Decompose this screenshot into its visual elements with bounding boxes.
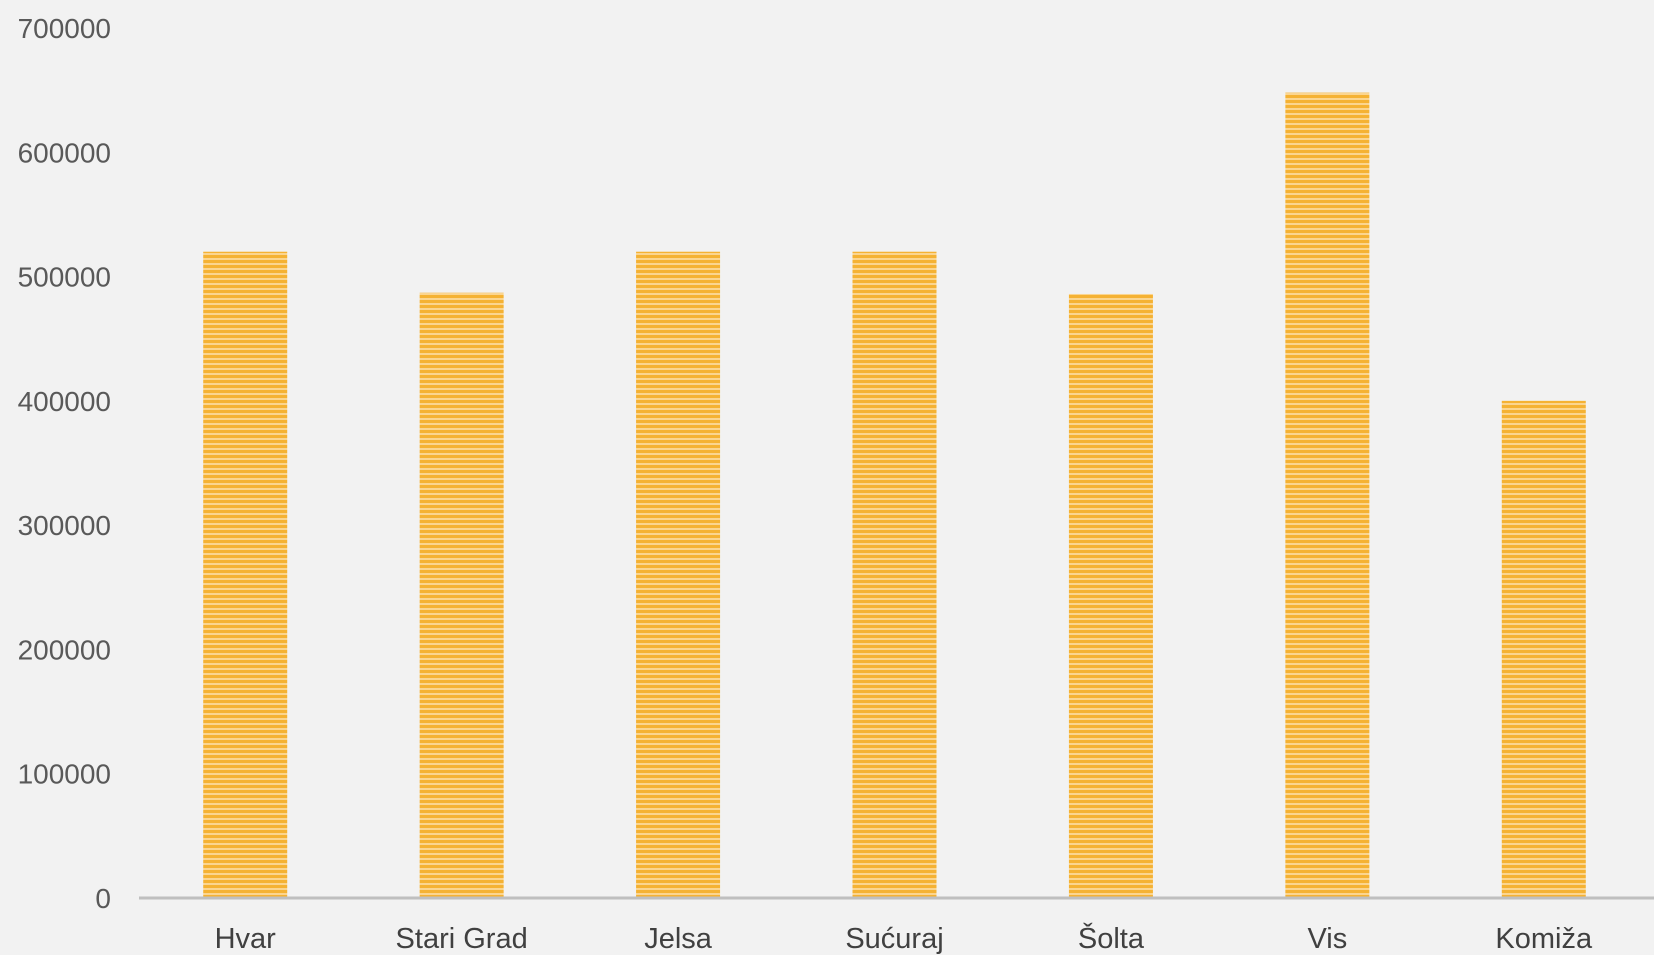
x-category-label: Komiža bbox=[1495, 923, 1593, 955]
y-tick-label: 600000 bbox=[18, 137, 111, 168]
y-tick-label: 0 bbox=[95, 883, 111, 914]
x-category-label: Sućuraj bbox=[845, 923, 943, 955]
x-category-label: Vis bbox=[1307, 923, 1347, 955]
y-tick-label: 300000 bbox=[18, 510, 111, 541]
bar-2 bbox=[636, 251, 721, 898]
bar-1 bbox=[419, 292, 504, 898]
x-category-label: Jelsa bbox=[644, 923, 713, 955]
x-category-label: Stari Grad bbox=[396, 923, 528, 955]
bars bbox=[203, 92, 1586, 899]
x-category-label: Hvar bbox=[215, 923, 277, 955]
bar-0 bbox=[203, 251, 288, 898]
bar-4 bbox=[1068, 293, 1153, 898]
x-category-label: Šolta bbox=[1078, 921, 1145, 955]
x-axis-categories: Hvar Stari Grad Jelsa Sućuraj Šolta Vis Komiža bbox=[215, 921, 1593, 955]
bar-6 bbox=[1501, 400, 1586, 898]
y-tick-label: 200000 bbox=[18, 634, 111, 665]
y-tick-label: 400000 bbox=[18, 386, 111, 417]
y-tick-label: 100000 bbox=[18, 759, 111, 790]
bar-3 bbox=[852, 251, 937, 898]
y-tick-label: 500000 bbox=[18, 262, 111, 293]
bar-5 bbox=[1285, 92, 1370, 899]
y-axis-ticks: 0 100000 200000 300000 400000 500000 600000 700… bbox=[18, 13, 111, 914]
y-tick-label: 700000 bbox=[18, 13, 111, 44]
